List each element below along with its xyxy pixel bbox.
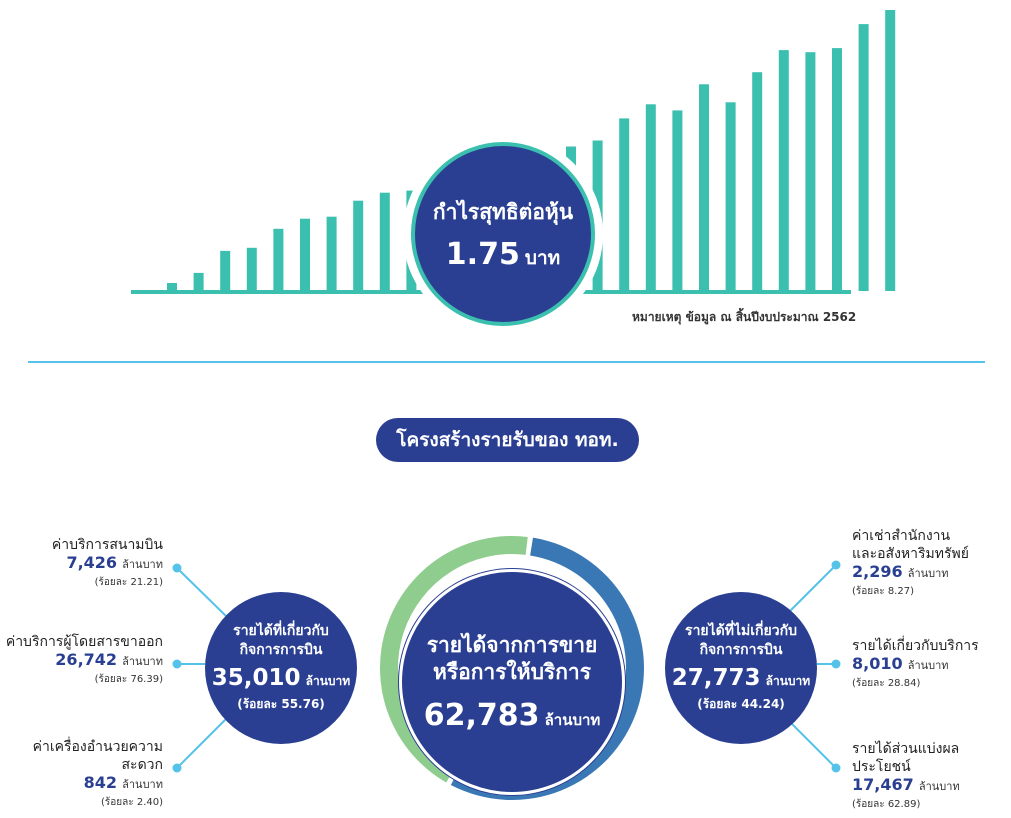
nonaero-label-line1: รายได้ที่ไม่เกี่ยวกับ: [685, 623, 797, 639]
item-value: 842: [83, 773, 118, 792]
donut-slice: [380, 536, 528, 783]
aero-label-line1: รายได้ที่เกี่ยวกับ: [233, 623, 329, 639]
aero-percent: (ร้อยละ 55.76): [237, 697, 325, 711]
item-name: รายได้เกี่ยวกับบริการ: [852, 638, 979, 654]
connector-dot-right-2: [831, 659, 841, 669]
section-title: โครงสร้างรายรับของ ทอท.: [376, 418, 639, 462]
eps-bar: [672, 110, 683, 292]
main-label-line2: หรือการให้บริการ: [432, 659, 591, 684]
item-value: 17,467: [852, 775, 914, 794]
item-value: 2,296: [852, 562, 903, 581]
item-unit: ล้านบาท: [122, 655, 163, 668]
item-name: ค่าบริการผู้โดยสารขาออก: [5, 634, 163, 650]
eps-bar: [193, 272, 204, 291]
nonaero-value: 27,773: [671, 665, 761, 691]
item-percent: (ร้อยละ 28.84): [852, 678, 921, 689]
eps-bar: [752, 72, 763, 291]
item-unit: ล้านบาท: [122, 558, 163, 571]
left-item-passenger-fee: ค่าบริการผู้โดยสารขาออก 26,742 ล้านบาท (…: [6, 633, 163, 689]
item-name: ค่าบริการสนามบิน: [51, 537, 163, 553]
connector-dot-left-3: [172, 763, 182, 773]
item-percent: (ร้อยละ 76.39): [94, 674, 163, 685]
item-unit: ล้านบาท: [907, 567, 949, 580]
nonaero-unit: ล้านบาท: [765, 674, 811, 688]
nonaero-revenue-circle: รายได้ที่ไม่เกี่ยวกับ กิจการการบิน 27,77…: [665, 592, 817, 744]
eps-bar: [379, 192, 390, 291]
eps-bar: [645, 104, 656, 291]
item-value-group: 26,742 ล้านบาท: [6, 651, 163, 671]
item-percent: (ร้อยละ 2.40): [101, 797, 163, 808]
nonaero-label-line2: กิจการการบิน: [699, 642, 783, 658]
right-item-service: รายได้เกี่ยวกับบริการ 8,010 ล้านบาท (ร้อ…: [852, 637, 979, 693]
item-value: 26,742: [55, 650, 118, 669]
eps-bar: [619, 118, 630, 292]
eps-unit: บาท: [524, 246, 561, 269]
left-item-airport-fee: ค่าบริการสนามบิน 7,426 ล้านบาท (ร้อยละ 2…: [52, 536, 163, 592]
item-name: ค่าเครื่องอำนวยความสะดวก: [32, 739, 163, 773]
item-unit: ล้านบาท: [918, 780, 960, 793]
main-unit: ล้านบาท: [544, 710, 601, 729]
aero-label-line2: กิจการการบิน: [239, 642, 323, 658]
item-value-group: 7,426 ล้านบาท: [52, 554, 163, 574]
item-value-group: 8,010 ล้านบาท: [852, 655, 979, 675]
item-percent: (ร้อยละ 62.89): [852, 799, 921, 810]
eps-bar: [805, 52, 816, 292]
eps-bar: [885, 10, 896, 291]
eps-bar: [778, 50, 789, 291]
item-percent: (ร้อยละ 8.27): [852, 586, 914, 597]
connector-dot-right-3: [831, 763, 841, 773]
eps-bar: [725, 102, 736, 291]
connector-left-3: [176, 714, 231, 769]
main-revenue-circle: รายได้จากการขาย หรือการให้บริการ 62,783 …: [399, 569, 625, 795]
right-item-rental: ค่าเช่าสำนักงาน และอสังหาริมทรัพย์ 2,296…: [852, 527, 969, 601]
eps-bar: [273, 228, 284, 291]
eps-value: 1.75: [445, 236, 520, 272]
item-value-group: 17,467 ล้านบาท: [852, 776, 1011, 796]
item-unit: ล้านบาท: [907, 659, 949, 672]
eps-label: กำไรสุทธิต่อหุ้น: [432, 199, 574, 224]
footnote: หมายเหตุ ข้อมูล ณ สิ้นปีงบประมาณ 2562: [632, 310, 857, 324]
aero-value: 35,010: [211, 665, 301, 691]
item-value-group: 2,296 ล้านบาท: [852, 563, 969, 583]
connector-right-3: [784, 716, 837, 769]
eps-bar: [353, 200, 364, 291]
aero-value-group: 35,010 ล้านบาท: [212, 665, 350, 691]
eps-bar: [832, 48, 842, 291]
eps-bar: [220, 250, 231, 291]
eps-value-group: 1.75 บาท: [446, 237, 560, 273]
connector-dot-right-1: [831, 560, 841, 570]
main-value-group: 62,783 ล้านบาท: [424, 698, 601, 733]
left-item-facility-fee: ค่าเครื่องอำนวยความสะดวก 842 ล้านบาท (ร้…: [0, 738, 163, 812]
item-value: 8,010: [852, 654, 903, 673]
eps-bar: [699, 84, 709, 291]
right-item-concession: รายได้ส่วนแบ่งผลประโยชน์ 17,467 ล้านบาท …: [852, 740, 1011, 814]
eps-bar: [858, 24, 869, 291]
item-value-group: 842 ล้านบาท: [0, 774, 163, 794]
eps-bar: [326, 216, 337, 291]
item-unit: ล้านบาท: [122, 778, 163, 791]
eps-bar: [246, 247, 257, 291]
item-value: 7,426: [66, 553, 118, 572]
eps-bar: [300, 218, 310, 291]
aero-revenue-circle: รายได้ที่เกี่ยวกับ กิจการการบิน 35,010 ล…: [205, 592, 357, 744]
connector-dot-left-2: [172, 659, 182, 669]
eps-badge: กำไรสุทธิต่อหุ้น 1.75 บาท: [411, 142, 595, 326]
item-percent: (ร้อยละ 21.21): [94, 577, 163, 588]
item-name: รายได้ส่วนแบ่งผลประโยชน์: [852, 741, 960, 775]
connector-left-1: [176, 567, 228, 618]
nonaero-value-group: 27,773 ล้านบาท: [672, 665, 810, 691]
nonaero-percent: (ร้อยละ 44.24): [697, 697, 785, 711]
eps-bar: [167, 283, 177, 291]
connector-right-1: [786, 564, 837, 615]
main-label-line1: รายได้จากการขาย: [426, 632, 598, 657]
connector-dot-left-1: [172, 563, 182, 573]
main-value: 62,783: [423, 697, 540, 733]
item-name-line2: และอสังหาริมทรัพย์: [852, 546, 969, 562]
aero-unit: ล้านบาท: [305, 674, 351, 688]
section-divider: [28, 361, 985, 363]
item-name-line1: ค่าเช่าสำนักงาน: [852, 528, 951, 544]
